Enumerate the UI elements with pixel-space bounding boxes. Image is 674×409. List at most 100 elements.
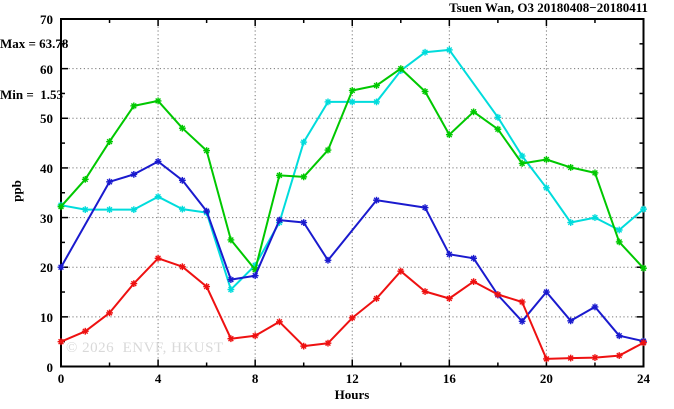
blue-series-marker [203, 208, 210, 215]
green-series-marker [252, 266, 259, 273]
green-series-marker [325, 147, 331, 153]
red-series-marker [470, 278, 477, 285]
y-tick-label: 40 [40, 160, 53, 176]
green-series-marker [640, 265, 647, 272]
x-tick-label: 24 [637, 370, 650, 386]
cyan-series-marker [325, 99, 331, 105]
y-tick-label: 60 [40, 61, 53, 77]
cyan-series-marker [446, 46, 453, 53]
red-series-marker [82, 328, 89, 335]
blue-series-marker [155, 158, 161, 165]
x-axis-label: Hours [334, 387, 370, 402]
blue-series-marker [300, 219, 307, 226]
red-series-marker [252, 332, 259, 339]
red-series-marker [640, 339, 647, 346]
green-series-marker [228, 237, 234, 243]
green-series-marker [58, 203, 64, 210]
cyan-series-marker [494, 114, 501, 121]
blue-series-marker [58, 264, 64, 271]
y-tick-label: 0 [46, 359, 54, 375]
red-series-marker [373, 295, 380, 302]
blue-series-marker [592, 304, 598, 310]
cyan-series-marker [640, 206, 647, 213]
y-axis-label: ppb [9, 180, 24, 202]
cyan-series-marker [373, 99, 380, 105]
cyan-series-marker [592, 214, 598, 221]
y-tick-label: 20 [40, 260, 53, 276]
blue-series-marker [276, 217, 283, 223]
red-series-marker [616, 352, 623, 359]
green-series-marker [470, 108, 477, 115]
cyan-series-marker [543, 184, 550, 191]
green-series-marker [130, 102, 137, 109]
green-series-marker [446, 131, 453, 138]
green-series-marker [82, 176, 89, 183]
blue-series-marker [543, 289, 550, 295]
red-series-marker [567, 355, 574, 361]
y-tick-label: 70 [40, 12, 53, 27]
x-tick-label: 20 [539, 370, 553, 386]
cyan-series-marker [155, 193, 161, 200]
green-series-marker [567, 164, 574, 171]
plot-frame [60, 18, 645, 368]
red-series-marker [422, 288, 428, 295]
blue-series-marker [179, 177, 186, 184]
x-tick-label: 16 [442, 370, 456, 386]
cyan-series-marker [179, 206, 186, 213]
blue-series-line [60, 160, 644, 343]
blue-series-marker [446, 251, 453, 258]
green-series-marker [519, 160, 526, 167]
cyan-series-marker [567, 219, 574, 226]
green-series-marker [592, 169, 598, 176]
red-series-marker [325, 340, 331, 347]
green-series-marker [106, 138, 113, 145]
green-series-marker [203, 147, 210, 154]
cyan-series-marker [228, 286, 234, 293]
cyan-series-marker [616, 227, 623, 233]
red-series-marker [446, 295, 453, 302]
red-series-marker [592, 354, 598, 361]
cyan-series-marker [519, 153, 526, 159]
blue-series-marker [567, 317, 574, 324]
red-series-marker [130, 280, 137, 287]
y-tick-label: 10 [40, 309, 53, 325]
cyan-series-marker [106, 206, 113, 213]
green-series-marker [543, 156, 550, 163]
red-series-marker [58, 338, 64, 345]
blue-series-marker [252, 272, 259, 279]
green-series-marker [422, 88, 428, 95]
cyan-series-marker [300, 139, 307, 146]
blue-series-marker [325, 257, 331, 264]
red-series-marker [106, 309, 113, 316]
x-tick-label: 8 [251, 370, 259, 386]
cyan-series-marker [422, 49, 428, 56]
blue-series-marker [228, 276, 234, 283]
blue-series-marker [106, 178, 113, 185]
x-tick-label: 4 [154, 370, 162, 386]
blue-series-marker [470, 255, 477, 262]
green-series-marker [179, 125, 186, 132]
green-series-marker [300, 173, 307, 180]
cyan-series-marker [130, 206, 137, 213]
green-series-marker [397, 65, 404, 72]
blue-series-marker [373, 197, 380, 204]
green-series-marker [276, 172, 283, 179]
y-tick-label: 50 [40, 111, 53, 127]
cyan-series-marker [349, 99, 356, 105]
x-tick-label: 12 [345, 370, 359, 386]
red-series-marker [300, 343, 307, 350]
blue-series-marker [130, 171, 137, 178]
red-series-marker [397, 268, 404, 275]
red-series-marker [228, 335, 234, 342]
green-series-marker [616, 239, 623, 245]
red-series-marker [519, 299, 526, 305]
green-series-marker [373, 82, 380, 89]
y-tick-label: 30 [40, 210, 53, 226]
blue-series-marker [519, 318, 526, 325]
x-tick-label: 0 [57, 370, 65, 386]
cyan-series-line [60, 48, 645, 291]
blue-series-marker [422, 204, 428, 211]
green-series-marker [494, 126, 501, 133]
